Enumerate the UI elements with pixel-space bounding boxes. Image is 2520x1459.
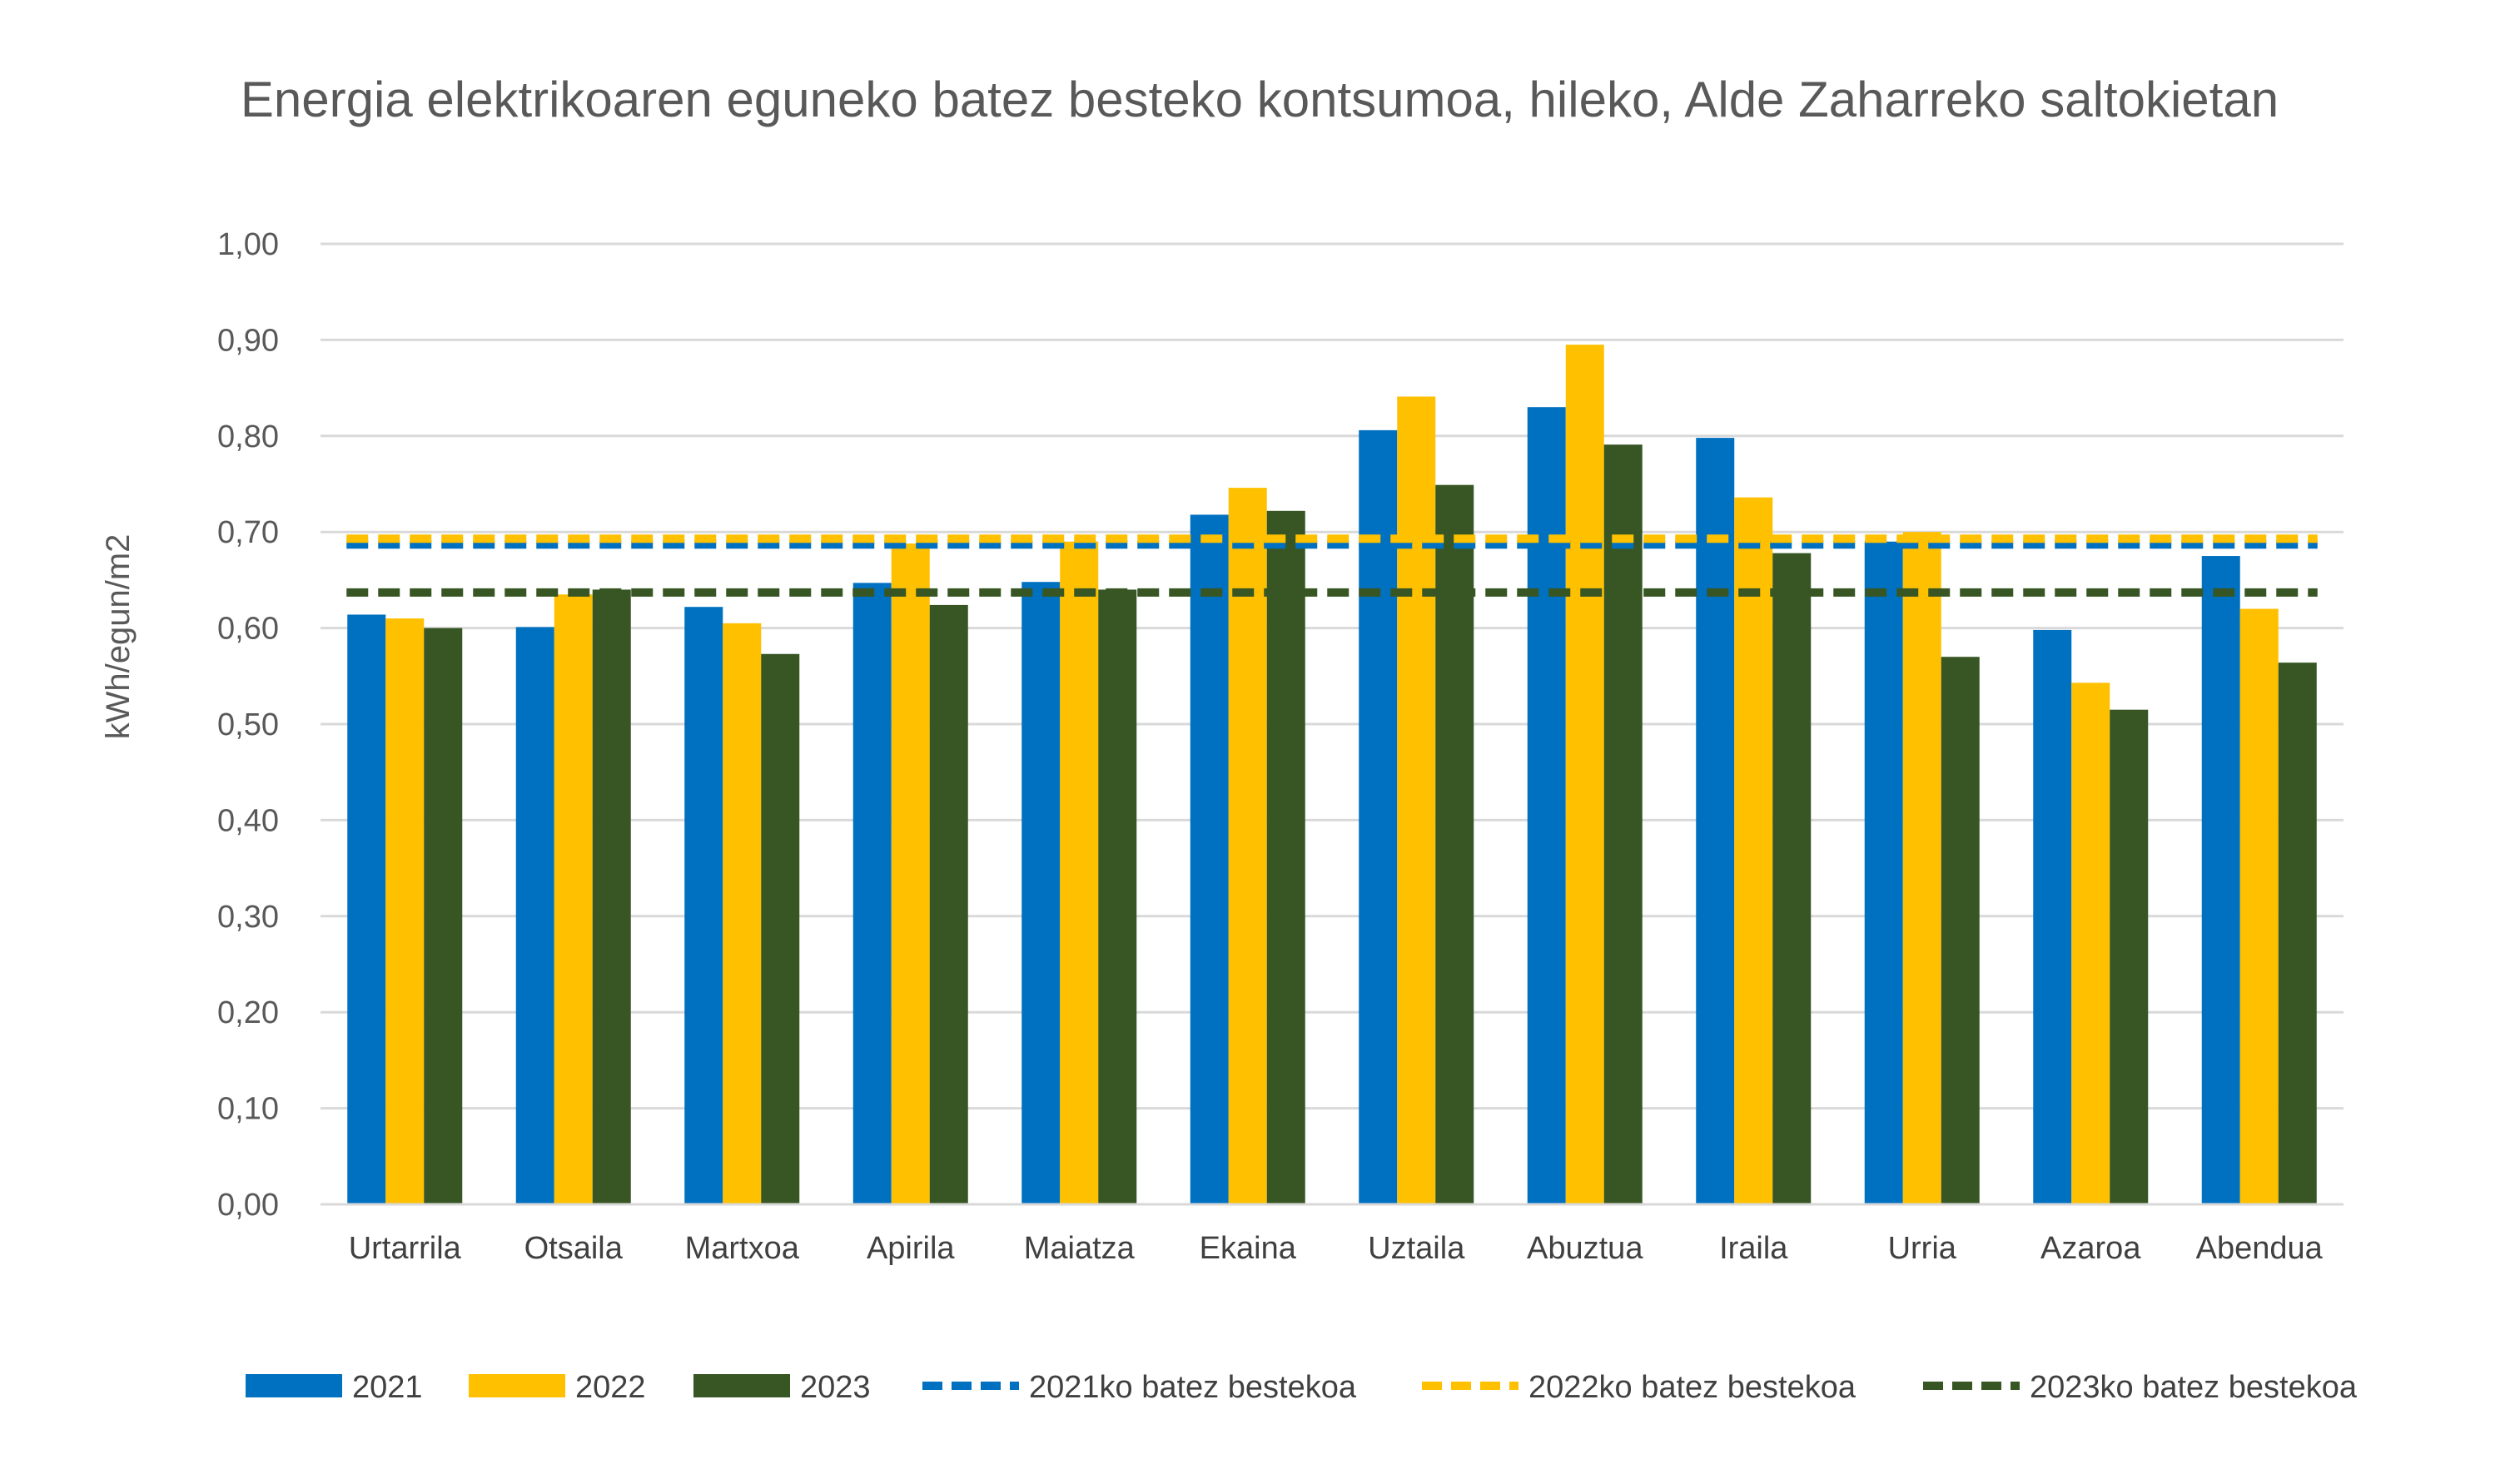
bar-2022 [1228, 488, 1267, 1204]
legend-label: 2022 [575, 1370, 646, 1405]
legend-swatch [469, 1374, 565, 1397]
y-tick-label: 0,10 [217, 1092, 279, 1127]
bar-2021 [2201, 556, 2240, 1204]
bar-2022 [554, 594, 593, 1204]
bar-2022 [1397, 396, 1436, 1205]
x-tick-label: Otsaila [524, 1231, 624, 1266]
bar-2022 [723, 623, 762, 1204]
bar-2021 [347, 614, 386, 1204]
bar-2021 [1021, 582, 1061, 1204]
bar-2022 [1902, 532, 1941, 1204]
legend-label: 2022ko batez bestekoa [1528, 1370, 1856, 1405]
x-tick-label: Iraila [1719, 1231, 1788, 1266]
bar-2022 [1734, 497, 1773, 1204]
bar-2021 [1527, 407, 1566, 1204]
legend-label: 2021 [352, 1370, 423, 1405]
legend: 2021 2022 2023 2021ko batez bestekoa 2022ko … [246, 1370, 2358, 1405]
legend-swatch [693, 1374, 790, 1397]
bar-2023 [929, 604, 968, 1204]
bar-2023 [2278, 663, 2317, 1204]
y-tick-label: 0,00 [217, 1188, 279, 1223]
x-tick-label: Abuztua [1527, 1231, 1643, 1266]
bar-2023 [2110, 709, 2149, 1204]
x-tick-label: Apirila [867, 1231, 955, 1266]
y-axis-label: kWh/egun/m2 [100, 534, 137, 740]
bar-2022 [2239, 608, 2279, 1204]
x-tick-label: Urria [1888, 1231, 1957, 1266]
bar-2021 [2033, 629, 2072, 1204]
bar-2021 [852, 583, 892, 1204]
legend-swatch [246, 1374, 342, 1397]
bar-2023 [761, 653, 800, 1204]
x-tick-label: Ekaina [1200, 1231, 1297, 1266]
y-tick-label: 0,70 [217, 515, 279, 550]
y-tick-label: 0,90 [217, 323, 279, 358]
bar-2021 [1696, 438, 1735, 1204]
bar-2022 [1565, 345, 1604, 1204]
bar-2023 [424, 628, 463, 1204]
bar-2023 [1098, 589, 1137, 1204]
bar-2022 [1060, 541, 1099, 1204]
x-tick-label: Uztaila [1368, 1231, 1465, 1266]
x-tick-label: Martxoa [685, 1231, 800, 1266]
legend-label: 2023ko batez bestekoa [2030, 1370, 2358, 1405]
average-lines [346, 534, 2318, 597]
y-tick-label: 0,80 [217, 419, 279, 454]
chart-title: Energia elektrikoaren eguneko batez best… [241, 72, 2279, 127]
x-tick-label: Urtarrila [349, 1231, 462, 1266]
bar-2023 [592, 589, 631, 1204]
bar-2023 [1435, 484, 1474, 1204]
x-tick-label: Azaroa [2040, 1231, 2141, 1266]
bar-2022 [2071, 682, 2110, 1204]
bar-2022 [891, 543, 930, 1204]
gridlines [321, 242, 2344, 1110]
bar-2023 [1603, 444, 1643, 1204]
y-tick-label: 0,20 [217, 995, 279, 1030]
bars [347, 345, 2317, 1205]
bar-2021 [1359, 429, 1398, 1204]
y-tick-label: 0,50 [217, 707, 279, 742]
x-tick-labels: Urtarrila Otsaila Martxoa Apirila Maiatza Eka… [349, 1231, 2324, 1266]
bar-2022 [385, 618, 425, 1204]
bar-2021 [684, 607, 723, 1204]
legend-label: 2023 [800, 1370, 871, 1405]
bar-2023 [1772, 553, 1812, 1204]
y-tick-label: 0,40 [217, 803, 279, 838]
y-tick-label: 0,30 [217, 900, 279, 935]
bar-2023 [1941, 657, 1980, 1204]
y-tick-label: 1,00 [217, 227, 279, 262]
bar-2021 [515, 627, 554, 1204]
bar-2023 [1266, 510, 1305, 1204]
y-tick-labels: 0,00 0,10 0,20 0,30 0,40 0,50 0,60 0,70 0,80 0,90… [217, 227, 279, 1223]
bar-2021 [1864, 541, 1903, 1204]
x-tick-label: Maiatza [1024, 1231, 1136, 1266]
y-tick-label: 0,60 [217, 612, 279, 647]
bar-2021 [1190, 514, 1229, 1204]
legend-label: 2021ko batez bestekoa [1029, 1370, 1357, 1405]
x-tick-label: Abendua [2196, 1231, 2324, 1266]
